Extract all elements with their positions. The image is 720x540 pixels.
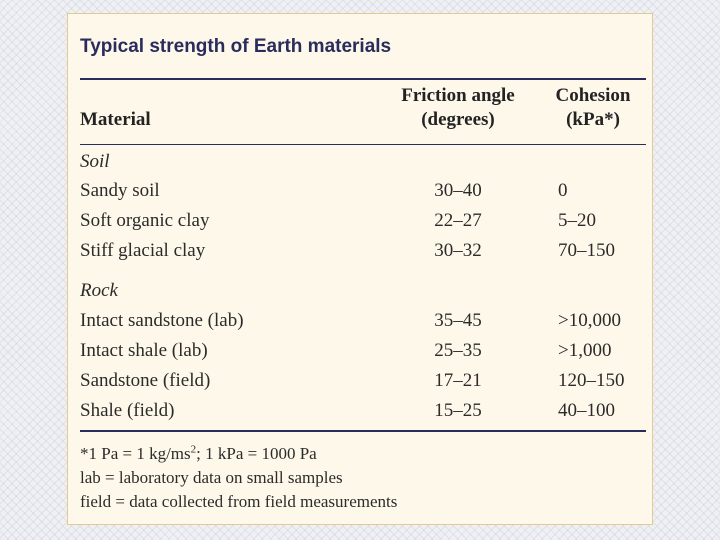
section-soil: Soil xyxy=(80,151,110,172)
table-row-cohesion: 40–100 xyxy=(558,400,615,421)
header-cohesion-line2: (kPa*) xyxy=(566,109,620,130)
table-row-cohesion: 5–20 xyxy=(558,210,596,231)
table-row-cohesion: 120–150 xyxy=(558,370,625,391)
footnote-units-post: ; 1 kPa = 1000 Pa xyxy=(196,444,317,463)
table-row-friction: 17–21 xyxy=(434,370,482,391)
table-row-friction: 22–27 xyxy=(434,210,482,231)
table-card: Typical strength of Earth materials Mate… xyxy=(67,13,653,525)
footnotes: *1 Pa = 1 kg/ms2; 1 kPa = 1000 Pa lab = … xyxy=(80,442,397,514)
table-row-friction: 35–45 xyxy=(434,310,482,331)
header-rule xyxy=(80,144,646,145)
header-cohesion-line1: Cohesion xyxy=(555,85,631,106)
table-row-cohesion: >1,000 xyxy=(558,340,612,361)
table-row-friction: 30–32 xyxy=(434,240,482,261)
table-row-material: Intact sandstone (lab) xyxy=(80,310,244,331)
table-row-material: Soft organic clay xyxy=(80,210,210,231)
section-rock: Rock xyxy=(80,280,118,301)
footnote-units-pre: *1 Pa = 1 kg/ms xyxy=(80,444,191,463)
table-row-cohesion: 0 xyxy=(558,180,568,201)
table-row-material: Shale (field) xyxy=(80,400,175,421)
table-title: Typical strength of Earth materials xyxy=(80,36,392,57)
footnote-units: *1 Pa = 1 kg/ms2; 1 kPa = 1000 Pa xyxy=(80,442,397,466)
header-friction-line1: Friction angle xyxy=(401,85,515,106)
footnote-field: field = data collected from field measur… xyxy=(80,492,398,511)
table-row-friction: 15–25 xyxy=(434,400,482,421)
table-row-cohesion: >10,000 xyxy=(558,310,621,331)
header-friction-line2: (degrees) xyxy=(421,109,495,130)
top-rule xyxy=(80,78,646,80)
footnote-units-sup: 2 xyxy=(190,443,197,456)
table-row-material: Sandy soil xyxy=(80,180,160,201)
header-material: Material xyxy=(80,109,151,130)
table-row-material: Sandstone (field) xyxy=(80,370,211,391)
table-row-cohesion: 70–150 xyxy=(558,240,615,261)
table-row-friction: 30–40 xyxy=(434,180,482,201)
table-row-material: Intact shale (lab) xyxy=(80,340,208,361)
footnote-lab: lab = laboratory data on small samples xyxy=(80,468,343,487)
table-row-material: Stiff glacial clay xyxy=(80,240,206,261)
table-row-friction: 25–35 xyxy=(434,340,482,361)
bottom-rule xyxy=(80,430,646,432)
